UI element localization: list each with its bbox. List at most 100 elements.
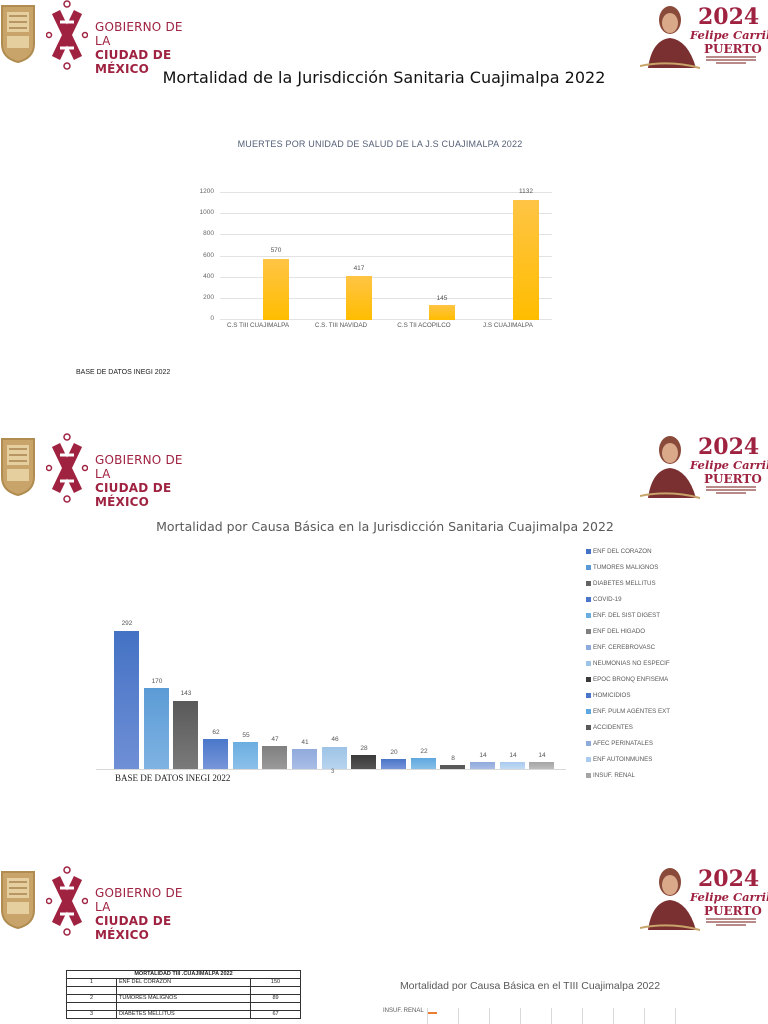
- table-cell-cause: TUMORES MALIGNOS: [116, 994, 251, 1003]
- bar-tumores-malignos: [144, 688, 169, 769]
- legend-label: ENF DEL HIGADO: [593, 627, 646, 635]
- bar-value-label: 570: [270, 247, 282, 254]
- felipe-carrillo-2024-logo: 2024 Felipe Carrillo PUERTO: [640, 432, 768, 500]
- legend-swatch-icon: [586, 676, 591, 682]
- gov-cdmx-logo: GOBIERNO DE LA CIUDAD DE MÉXICO: [0, 0, 190, 76]
- gridline: [458, 1008, 459, 1024]
- legend-label: ENF AUTOINMUNES: [593, 755, 653, 763]
- cdmx-x-emblem-icon: [46, 0, 88, 70]
- portrait-icon: [640, 6, 700, 69]
- legend-label: ENF. PULM AGENTES EXT: [593, 707, 671, 715]
- gridline: [582, 1008, 583, 1024]
- legend-item: COVID-19: [586, 594, 622, 604]
- legend-label: EPOC BRONQ ENFISEMA: [593, 675, 669, 683]
- bar-value-label: 143: [180, 690, 192, 697]
- bar-value-label: 47: [271, 736, 279, 743]
- table-cell-rank: [66, 1002, 117, 1011]
- y-tick: 1000: [199, 209, 214, 216]
- slide1-title: Mortalidad de la Jurisdicción Sanitaria …: [162, 68, 606, 87]
- y-tick: 200: [203, 294, 214, 301]
- table-cell-cause: DIABETES MELLITUS: [116, 1010, 251, 1019]
- legend-swatch-icon: [586, 548, 591, 554]
- chart3-category-label: INSUF. RENAL: [383, 1008, 424, 1014]
- logo-place: PUERTO: [704, 42, 762, 56]
- legend-item: DIABETES MELLITUS: [586, 578, 656, 588]
- bar-covid-19: [203, 739, 228, 769]
- bar-js-cuajimalpa: [513, 200, 539, 320]
- x-category-label: J.S CUAJIMALPA: [483, 322, 533, 329]
- table-cell-cause: [116, 986, 251, 995]
- bar-enf-pulm-agentes-ext: [411, 758, 436, 769]
- bar-cs-tiii-cuajimalpa: [263, 259, 289, 320]
- gov-logo-line2: CIUDAD DE MÉXICO: [95, 481, 172, 509]
- legend-swatch-icon: [586, 564, 591, 570]
- cdmx-shield-icon: [0, 5, 35, 64]
- bar-enf-autoinmunes: [500, 762, 525, 769]
- chart3-title: Mortalidad por Causa Básica en el TIII C…: [399, 980, 661, 992]
- slide1-source-note: BASE DE DATOS INEGI 2022: [76, 369, 171, 376]
- y-tick: 600: [203, 252, 214, 259]
- logo-year: 2024: [698, 866, 760, 892]
- legend-swatch-icon: [586, 708, 591, 714]
- legend-item: ENF DEL HIGADO: [586, 626, 645, 636]
- table-cell-rank: 1: [66, 978, 117, 987]
- gov-logo-text: GOBIERNO DE LA CIUDAD DE MÉXICO: [95, 453, 190, 509]
- table-row: [66, 1002, 301, 1011]
- gridline: [520, 1008, 521, 1024]
- legend-swatch-icon: [586, 740, 591, 746]
- bar-value-label: 145: [436, 295, 448, 302]
- stray-axis-label: 3: [331, 769, 335, 775]
- portrait-icon: [640, 868, 700, 931]
- bar-value-label: 46: [331, 736, 339, 743]
- chart2-plot-area: 292 170 143 62 55 47 41 46 28 20 22 8 14…: [96, 620, 566, 770]
- y-tick: 800: [203, 230, 214, 237]
- legend-item: ENF. PULM AGENTES EXT: [586, 706, 670, 716]
- bar-value-label: 170: [151, 678, 163, 685]
- table-row: [66, 986, 301, 995]
- bar-value-label: 14: [509, 752, 517, 759]
- gridline: [675, 1008, 676, 1024]
- bar-accidentes: [440, 765, 465, 769]
- bar-value-label: 55: [242, 732, 250, 739]
- x-axis-line: [96, 769, 566, 770]
- legend-item: ENF. DEL SIST DIGEST: [586, 610, 660, 620]
- gridline: [489, 1008, 490, 1024]
- table-cell-value: 67: [250, 1010, 301, 1019]
- table-cell-cause: [116, 1002, 251, 1011]
- bar-enf-sist-digest: [233, 742, 258, 769]
- mortality-table-tiii-cuajimalpa: MORTALIDAD TIII .CUAJIMALPA 2022 1 ENF D…: [66, 970, 301, 1019]
- legend-label: TUMORES MALIGNOS: [593, 563, 659, 571]
- table-cell-rank: 2: [66, 994, 117, 1003]
- legend-label: INSUF. RENAL: [593, 771, 635, 779]
- legend-label: AFEC PERINATALES: [593, 739, 653, 747]
- table-cell-rank: 3: [66, 1010, 117, 1019]
- bar-enf-del-higado: [262, 746, 287, 769]
- logo-place: PUERTO: [704, 904, 762, 918]
- bar-value-label: 20: [390, 749, 398, 756]
- legend-item: TUMORES MALIGNOS: [586, 562, 658, 572]
- gov-cdmx-logo: GOBIERNO DE LA CIUDAD DE MÉXICO: [0, 433, 190, 509]
- legend-item: HOMICIDIOS: [586, 690, 630, 700]
- legend-item: AFEC PERINATALES: [586, 738, 653, 748]
- gridline: [644, 1008, 645, 1024]
- table-row: 3 DIABETES MELLITUS 67: [66, 1010, 301, 1019]
- legend-swatch-icon: [586, 692, 591, 698]
- cdmx-shield-icon: [0, 871, 35, 930]
- gov-logo-line2: CIUDAD DE MÉXICO: [95, 914, 172, 942]
- bar-value-label: 8: [451, 755, 455, 762]
- table-cell-cause: ENF DEL CORAZON: [116, 978, 251, 987]
- logo-small-text: [706, 918, 756, 928]
- legend-swatch-icon: [586, 596, 591, 602]
- legend-label: DIABETES MELLITUS: [593, 579, 656, 587]
- bar-value-label: 41: [301, 739, 309, 746]
- bar-value-label: 1132: [519, 188, 533, 195]
- bar-neumonias-no-especif: [322, 747, 347, 769]
- bar-cs-tiii-navidad: [346, 276, 372, 320]
- portrait-icon: [640, 436, 700, 499]
- legend-swatch-icon: [586, 612, 591, 618]
- logo-name: Felipe Carrillo: [690, 28, 768, 42]
- slide2-source-note: BASE DE DATOS INEGI 2022: [115, 773, 231, 783]
- bar-enf-del-corazon: [114, 631, 139, 769]
- legend-swatch-icon: [586, 580, 591, 586]
- gov-cdmx-logo: GOBIERNO DE LA CIUDAD DE MÉXICO: [0, 866, 190, 942]
